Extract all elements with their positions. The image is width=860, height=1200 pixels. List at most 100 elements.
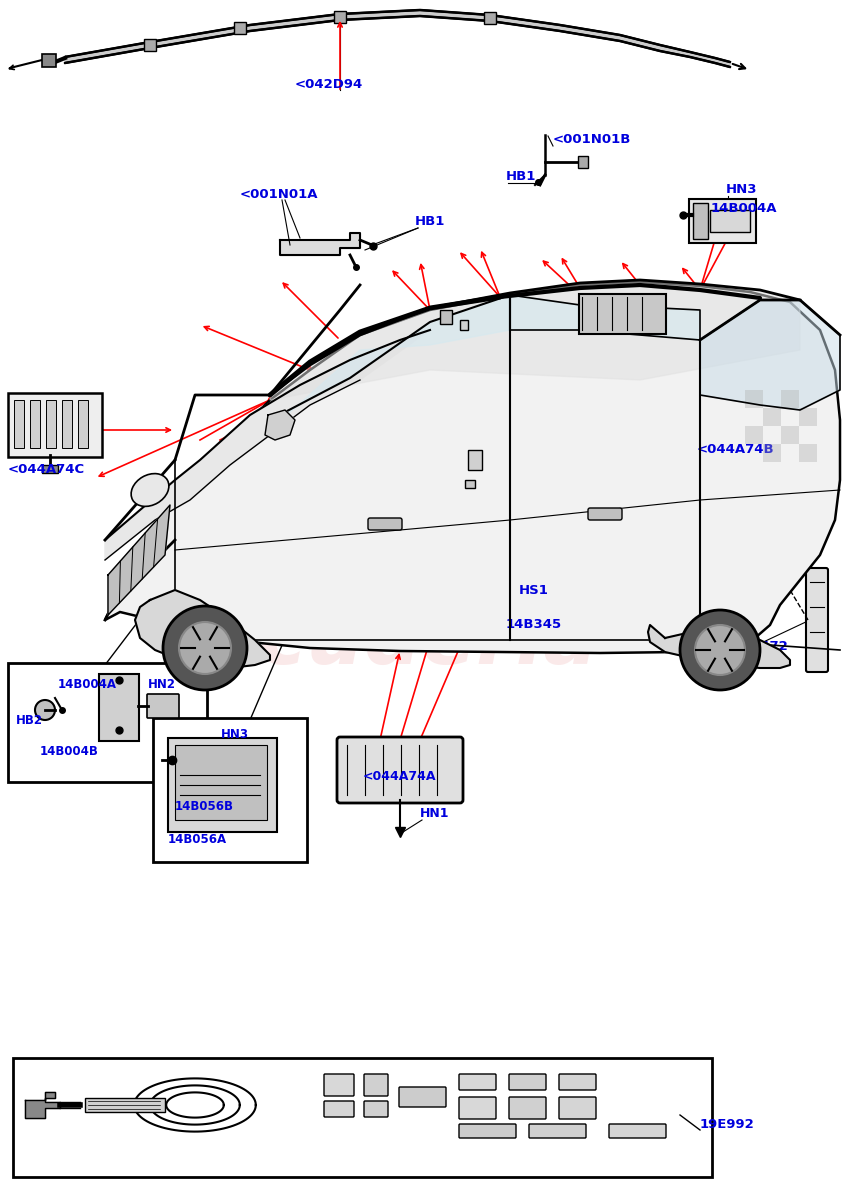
FancyBboxPatch shape — [609, 1124, 666, 1138]
Text: HB2: HB2 — [16, 714, 43, 727]
Polygon shape — [105, 330, 430, 560]
Bar — [813, 434, 823, 482]
Bar — [799, 444, 817, 462]
FancyBboxPatch shape — [743, 428, 837, 492]
Bar — [62, 400, 72, 448]
Text: car parts: car parts — [305, 540, 503, 583]
Bar — [468, 450, 482, 470]
Polygon shape — [648, 625, 790, 668]
FancyBboxPatch shape — [364, 1102, 388, 1117]
FancyBboxPatch shape — [559, 1074, 596, 1090]
FancyBboxPatch shape — [364, 1074, 388, 1096]
Text: 14B004B: 14B004B — [40, 745, 99, 758]
Bar — [78, 400, 88, 448]
FancyBboxPatch shape — [689, 199, 756, 242]
FancyBboxPatch shape — [588, 508, 622, 520]
FancyBboxPatch shape — [509, 1097, 546, 1118]
Bar — [334, 11, 346, 23]
Bar — [30, 400, 40, 448]
Bar — [465, 480, 475, 488]
Ellipse shape — [131, 474, 169, 506]
Polygon shape — [265, 410, 295, 440]
Text: HB1: HB1 — [415, 215, 445, 228]
Polygon shape — [65, 10, 730, 67]
Bar — [710, 210, 750, 232]
FancyBboxPatch shape — [8, 662, 207, 782]
FancyBboxPatch shape — [168, 738, 277, 832]
Text: HB1: HB1 — [506, 170, 537, 182]
Circle shape — [695, 625, 745, 674]
Text: HN3: HN3 — [221, 728, 249, 740]
Bar — [781, 390, 799, 408]
Text: HN3: HN3 — [726, 182, 758, 196]
FancyBboxPatch shape — [459, 1124, 516, 1138]
Bar — [42, 54, 56, 67]
FancyBboxPatch shape — [509, 1074, 546, 1090]
Text: <044A74A: <044A74A — [363, 770, 437, 782]
Bar — [234, 22, 246, 34]
Text: 19E992: 19E992 — [700, 1118, 755, 1130]
Text: 14B056B: 14B056B — [175, 800, 234, 814]
Bar — [693, 203, 708, 239]
FancyBboxPatch shape — [147, 694, 179, 718]
Bar — [510, 568, 548, 593]
Bar — [85, 1098, 165, 1112]
Polygon shape — [700, 300, 840, 410]
Bar — [799, 408, 817, 426]
Polygon shape — [270, 295, 510, 430]
Text: <042D94: <042D94 — [295, 78, 363, 91]
Polygon shape — [270, 280, 800, 400]
Circle shape — [680, 610, 760, 690]
Bar — [440, 310, 452, 324]
Text: scuderia: scuderia — [211, 602, 598, 680]
Bar — [749, 434, 759, 482]
Text: 14B345: 14B345 — [506, 618, 562, 631]
Text: HN1: HN1 — [420, 806, 450, 820]
Bar — [578, 156, 588, 168]
Polygon shape — [135, 590, 270, 668]
FancyBboxPatch shape — [324, 1074, 354, 1096]
Bar — [46, 400, 56, 448]
FancyBboxPatch shape — [559, 1097, 596, 1118]
Text: 9H472: 9H472 — [740, 640, 788, 653]
Polygon shape — [25, 1092, 60, 1118]
FancyBboxPatch shape — [459, 1097, 496, 1118]
FancyBboxPatch shape — [13, 1058, 712, 1177]
Text: <001N01A: <001N01A — [240, 188, 318, 200]
Polygon shape — [105, 282, 840, 653]
Text: 14B004A: 14B004A — [58, 678, 117, 691]
Bar — [144, 38, 156, 50]
FancyBboxPatch shape — [505, 564, 555, 598]
Bar — [763, 444, 781, 462]
FancyBboxPatch shape — [806, 568, 828, 672]
Text: HS1: HS1 — [519, 584, 549, 596]
Text: 14B056A: 14B056A — [168, 833, 227, 846]
Circle shape — [179, 622, 231, 674]
FancyBboxPatch shape — [368, 518, 402, 530]
Bar — [765, 434, 775, 482]
Polygon shape — [108, 505, 170, 614]
Bar — [484, 12, 496, 24]
FancyBboxPatch shape — [579, 294, 666, 334]
Text: <044A74B: <044A74B — [697, 443, 775, 456]
Bar — [175, 745, 267, 820]
Circle shape — [35, 700, 55, 720]
Circle shape — [163, 606, 247, 690]
FancyBboxPatch shape — [337, 737, 463, 803]
Bar — [745, 426, 763, 444]
Bar — [460, 320, 468, 330]
Bar — [797, 434, 807, 482]
Bar — [745, 390, 763, 408]
FancyBboxPatch shape — [153, 718, 307, 862]
Bar — [782, 500, 798, 508]
Text: HN2: HN2 — [148, 678, 176, 691]
FancyBboxPatch shape — [99, 674, 139, 740]
FancyBboxPatch shape — [399, 1087, 446, 1106]
Text: 14B004A: 14B004A — [711, 202, 777, 215]
FancyBboxPatch shape — [8, 392, 102, 457]
Bar — [781, 434, 791, 482]
FancyBboxPatch shape — [459, 1074, 496, 1090]
Polygon shape — [510, 295, 700, 340]
Polygon shape — [280, 233, 360, 254]
Bar — [14, 400, 24, 448]
